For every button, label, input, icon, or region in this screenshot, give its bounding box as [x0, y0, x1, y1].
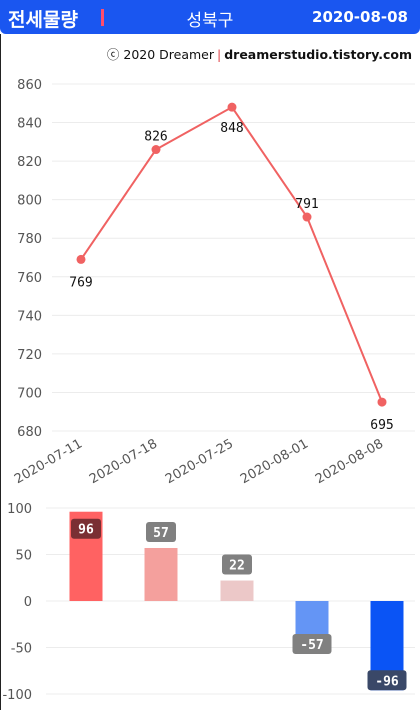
line-point: [76, 254, 86, 264]
bar-data-label: 96: [78, 523, 94, 538]
header-bar: 전세물량 성북구 2020-08-08: [0, 0, 420, 34]
line-point: [302, 212, 312, 222]
line-y-tick: 820: [17, 155, 42, 170]
copyright-text: ⓒ 2020 Dreamer: [106, 47, 214, 62]
left-border: [0, 34, 1, 710]
credit-site: dreamerstudio.tistory.com: [224, 47, 412, 62]
credit-line: ⓒ 2020 Dreamer | dreamerstudio.tistory.com: [107, 44, 412, 63]
credit-separator: |: [217, 47, 222, 62]
bar-data-label: 57: [153, 526, 169, 541]
bar-y-tick: 100: [7, 502, 32, 517]
header-accent-bar: [101, 9, 104, 26]
header-date: 2020-08-08: [312, 8, 408, 26]
line-y-tick: 760: [17, 271, 42, 286]
header-region: 성북구: [186, 11, 234, 31]
line-data-label: 791: [295, 197, 318, 212]
line-data-label: 695: [370, 418, 393, 433]
x-axis-label: 2020-07-25: [163, 436, 236, 487]
line-y-tick: 720: [17, 348, 42, 363]
bar-y-tick: -100: [2, 688, 32, 703]
line-point: [227, 102, 237, 112]
bar-data-label: -96: [375, 674, 399, 689]
bar-label-box: [71, 518, 101, 539]
bar: [144, 547, 178, 601]
line-y-tick: 740: [17, 309, 42, 324]
line-data-label: 848: [220, 121, 243, 136]
line-y-tick: 840: [17, 117, 42, 132]
x-axis-label: 2020-08-01: [238, 436, 311, 487]
line-y-tick: 680: [17, 425, 42, 440]
x-axis-label: 2020-07-11: [12, 436, 85, 487]
line-data-label: 826: [144, 130, 167, 145]
bar-label-box: [146, 521, 176, 542]
line-y-tick: 780: [17, 232, 42, 247]
bar-data-label: -57: [300, 638, 323, 653]
bar: [220, 580, 254, 601]
bar-data-label: 22: [229, 559, 245, 574]
bar-label-box: [222, 554, 252, 575]
x-axis-label: 2020-07-18: [87, 436, 160, 487]
line-y-tick: 700: [17, 386, 42, 401]
bar-y-tick: 0: [24, 595, 32, 610]
bar-y-tick: 50: [15, 549, 32, 564]
line-data-label: 769: [69, 275, 92, 290]
x-axis-label: 2020-08-08: [313, 436, 386, 487]
line-point: [377, 397, 387, 407]
line-y-tick: 860: [17, 78, 42, 93]
bar-y-tick: -50: [11, 642, 32, 657]
line-y-tick: 800: [17, 194, 42, 209]
header-title: 전세물량: [8, 9, 78, 31]
bar-label-box: [292, 634, 332, 655]
line-series: [80, 105, 383, 403]
line-point: [151, 145, 161, 155]
bar-label-box: [367, 670, 407, 691]
